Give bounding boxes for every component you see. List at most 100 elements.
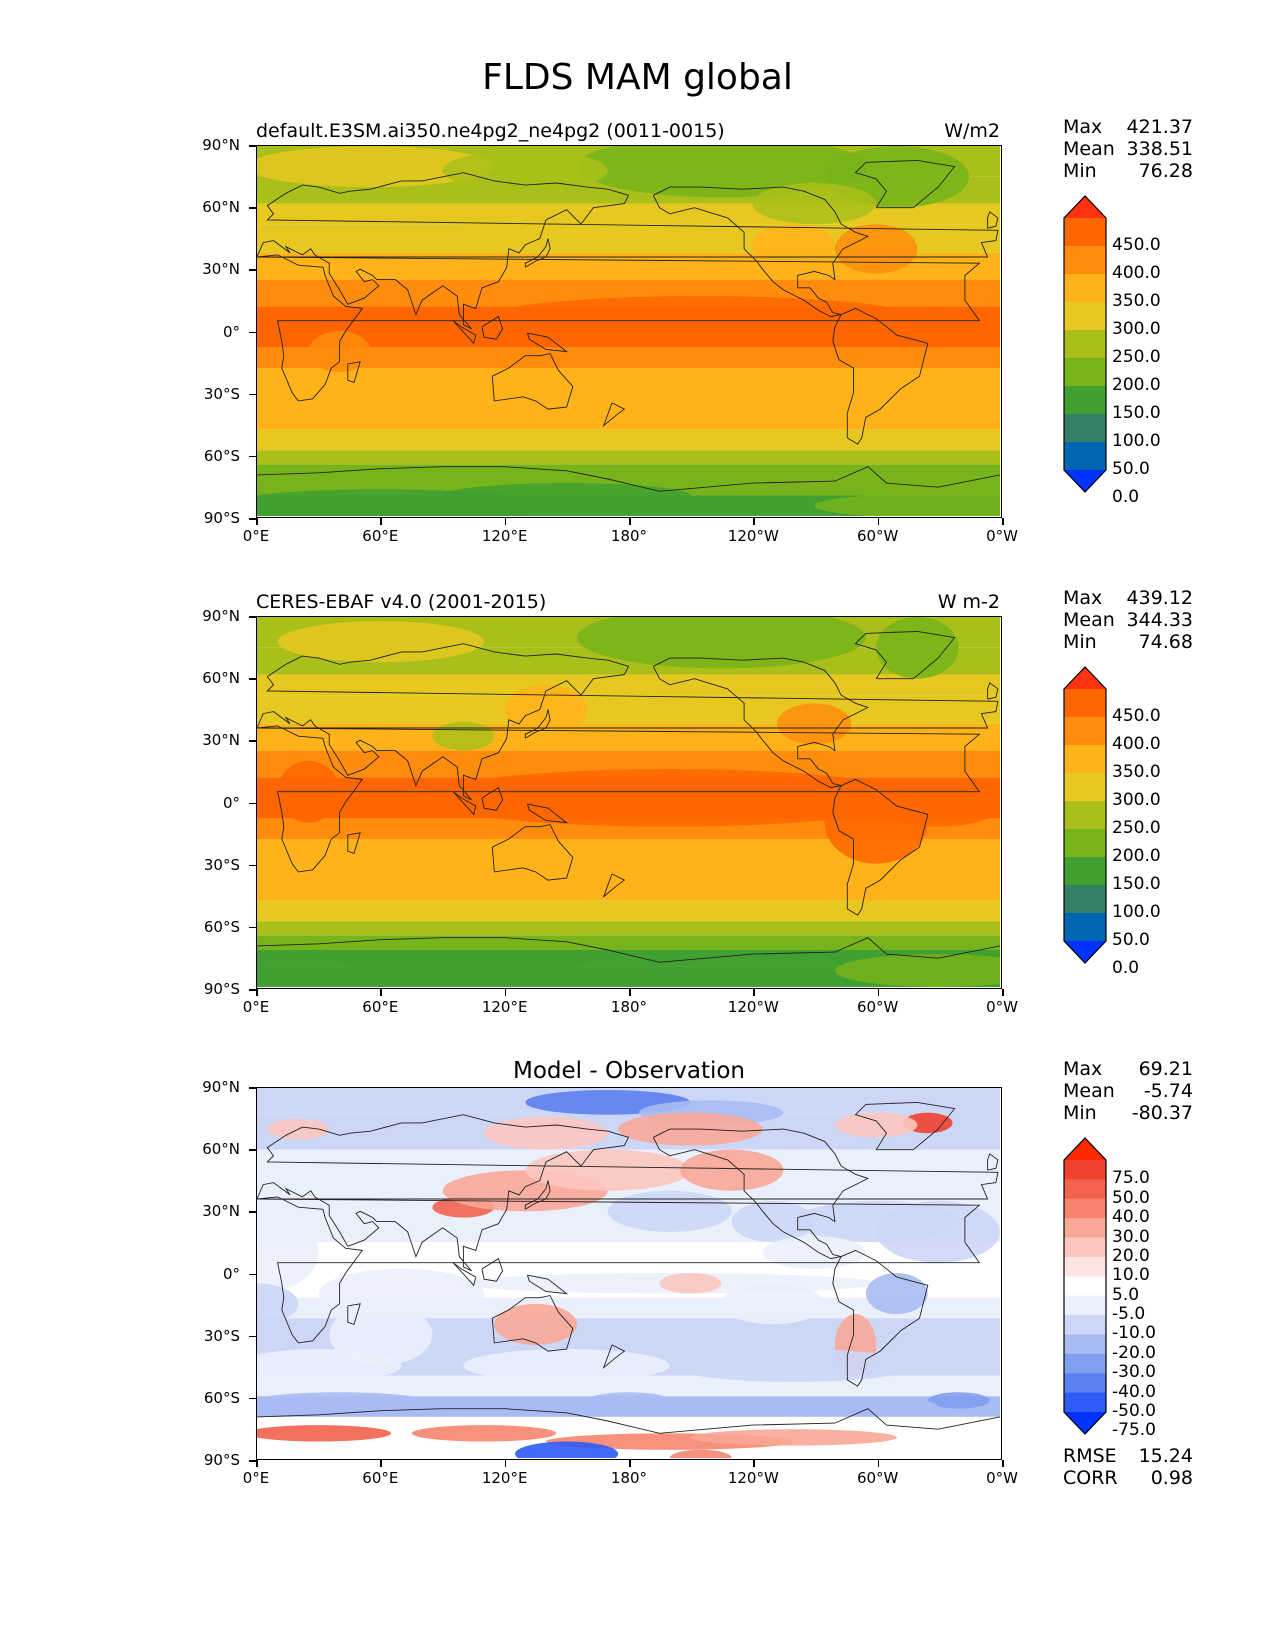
colorbar-label: 350.0 [1112,762,1161,782]
lon-tick-label: 60°W [856,1469,899,1487]
field-region [762,1236,866,1269]
field-region [257,1349,402,1382]
lat-tick-mark [249,926,256,929]
coastline [452,791,477,816]
colorbar-segment [1064,246,1106,275]
lat-tick-mark [249,1335,256,1338]
colorbar-label: -10.0 [1112,1323,1156,1344]
panel-units: W m-2 [937,591,1000,613]
colorbar-extend-min [1064,1412,1106,1434]
colorbar-segment [1064,1179,1106,1200]
coastline [257,1408,1000,1434]
field-region [257,1392,423,1409]
coastline [347,832,361,854]
field-region [752,183,877,225]
lat-tick-label: 30°S [203,1326,240,1345]
field-region [669,1449,732,1458]
field-region [876,785,1000,827]
colorbar-extend-max [1064,667,1106,689]
coastline [526,332,569,353]
figure-title: FLDS MAM global [482,57,793,98]
field-region [422,769,918,827]
lat-tick-label: 0° [222,1264,240,1283]
field-region [484,1116,608,1150]
field-region [257,489,546,516]
coastline [257,1114,999,1272]
colorbar-label: 200.0 [1112,846,1161,866]
colorbar-extend-max [1064,1138,1106,1160]
coastline [526,803,569,824]
coastline [602,1344,626,1370]
coastline [524,1180,551,1210]
field-region [834,954,1000,987]
colorbar-outline [1063,195,1107,493]
lat-tick-label: 30°S [203,855,240,874]
lat-tick-mark [249,1149,256,1151]
lon-tick-mark [504,989,507,996]
colorbar-segment [1064,1276,1106,1297]
colorbar-label: 350.0 [1112,291,1161,311]
field-region [329,1303,433,1366]
coastline [491,1295,574,1352]
field-region [721,1283,825,1325]
field-band [257,921,1000,936]
lon-tick-label: 0°E [242,527,270,545]
lon-tick-mark [256,1460,258,1467]
lon-tick-label: 120°E [481,998,528,1016]
colorbar-label: 200.0 [1112,375,1161,395]
field-region [257,146,495,188]
coastline [257,937,1000,963]
field-region [876,1201,1000,1263]
colorbar-extend-min [1064,941,1106,963]
field-region [257,1211,319,1294]
observation-stats: Max 439.12 Mean 344.33 Min 74.68 [1063,587,1193,653]
colorbar-segment [1064,1315,1106,1335]
colorbar-label: 300.0 [1112,790,1161,810]
difference-colorbar [1063,1137,1107,1435]
lat-tick-label: 0° [222,793,240,812]
coastline [854,630,956,680]
field-region [576,617,866,669]
coastline [652,186,870,318]
field-region [607,1190,732,1232]
colorbar-label: 20.0 [1112,1245,1150,1266]
coastline [257,172,999,330]
colorbar-label: -30.0 [1112,1362,1156,1383]
lat-tick-label: 90°N [202,607,240,625]
colorbar-label: 5.0 [1112,1284,1140,1305]
coastline [481,315,504,340]
coastline [491,353,574,410]
colorbar-label: 75.0 [1112,1168,1150,1189]
coastline [481,786,504,811]
lat-tick-mark [249,393,256,396]
coastline [854,1101,956,1151]
colorbar-segment [1064,302,1106,331]
map-field [257,1088,1000,1458]
coastline [491,824,574,881]
lon-tick-label: 120°W [727,1469,779,1487]
field-region [463,203,546,253]
colorbar-segment [1064,829,1106,858]
colorbar-segment [1064,1256,1106,1277]
colorbar-label: -75.0 [1112,1420,1156,1441]
coastline [347,1303,361,1325]
field-region [318,1268,485,1319]
colorbar-label: 40.0 [1112,1207,1150,1228]
coastline [652,1128,870,1260]
colorbar-label: 450.0 [1112,235,1161,255]
lon-tick-label: 0°E [242,998,270,1016]
field-region [504,684,588,735]
lon-tick-mark [753,989,755,996]
lat-tick-mark [249,802,256,804]
coastline [481,1257,504,1282]
colorbar-label: 100.0 [1112,431,1161,451]
coastline [854,159,956,209]
colorbar-segment [1064,442,1106,471]
field-region [587,1392,670,1409]
colorbar-label: 150.0 [1112,874,1161,894]
model-colorbar-wrap [1063,195,1107,497]
field-region [690,1429,897,1446]
lat-tick-mark [249,331,256,333]
lat-tick-mark [249,989,256,991]
observation-map [256,616,1002,989]
